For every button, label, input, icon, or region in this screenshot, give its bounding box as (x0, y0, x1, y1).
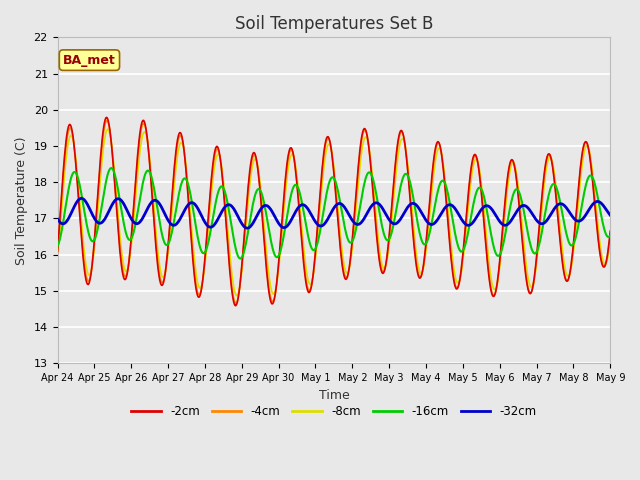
X-axis label: Time: Time (319, 389, 349, 402)
Legend: -2cm, -4cm, -8cm, -16cm, -32cm: -2cm, -4cm, -8cm, -16cm, -32cm (127, 400, 541, 423)
Y-axis label: Soil Temperature (C): Soil Temperature (C) (15, 136, 28, 264)
Text: BA_met: BA_met (63, 54, 116, 67)
Title: Soil Temperatures Set B: Soil Temperatures Set B (235, 15, 433, 33)
